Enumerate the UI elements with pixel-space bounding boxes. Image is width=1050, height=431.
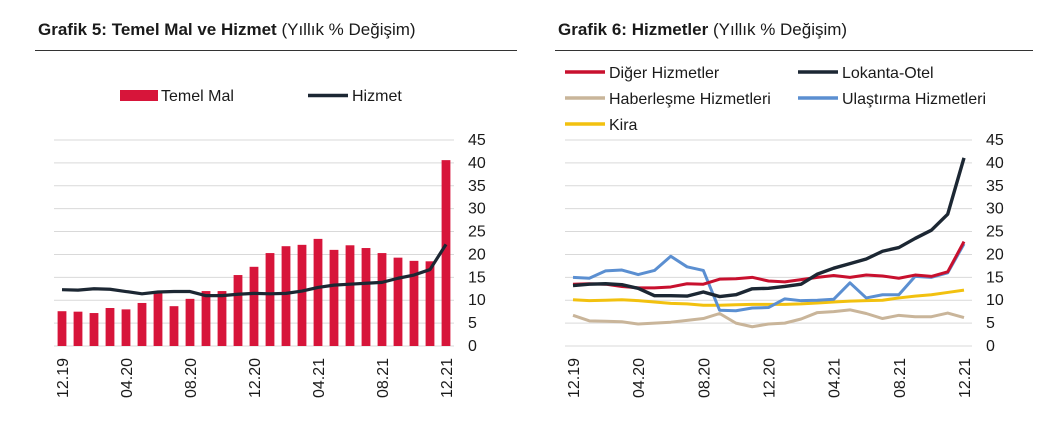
bar-temel-mal [329, 249, 339, 346]
bar-temel-mal [393, 257, 403, 346]
bar-temel-mal [297, 244, 307, 346]
bar-temel-mal [233, 275, 243, 346]
bar-temel-mal [361, 248, 371, 346]
bar-temel-mal [169, 306, 179, 346]
line-haberlesme [572, 308, 965, 329]
y-tick-label: 40 [986, 155, 1004, 172]
line-kira [572, 288, 965, 307]
bar-temel-mal [265, 253, 275, 346]
x-tick-label: 12.21 [957, 358, 974, 398]
y-tick-label: 35 [986, 178, 1004, 195]
y-tick-label: 10 [986, 292, 1004, 309]
x-tick-label: 08.20 [696, 358, 713, 398]
y-tick-label: 30 [986, 201, 1004, 218]
y-tick-label: 45 [468, 132, 486, 149]
bar-temel-mal [377, 253, 387, 346]
bar-temel-mal [105, 308, 115, 346]
legend-label-kira: Kira [609, 117, 638, 134]
bar-temel-mal [409, 260, 419, 346]
chart-temel-mal-hizmet: 0 5 10 15 20 25 30 35 40 45 12.19 04.20 08.20 12.20 04… [54, 88, 486, 398]
x-tick-label: 12.21 [439, 358, 456, 398]
x-tick-label: 12.19 [55, 358, 72, 398]
bar-temel-mal [137, 302, 147, 346]
x-tick-label: 08.20 [183, 358, 200, 398]
bar-temel-mal [313, 238, 323, 346]
line-diger [572, 240, 966, 290]
legend-label-haberlesme: Haberleşme Hizmetleri [609, 91, 771, 108]
y-tick-label: 25 [468, 224, 486, 241]
x-tick-label: 04.21 [311, 358, 328, 398]
line-hizmet [61, 243, 448, 298]
legend-label-hizmet: Hizmet [352, 88, 402, 105]
legend-label-ulastirma: Ulaştırma Hizmetleri [842, 91, 986, 108]
bar-temel-mal [441, 160, 451, 346]
bar-temel-mal [57, 311, 67, 346]
x-tick-label: 04.20 [631, 358, 648, 398]
y-tick-label: 15 [468, 269, 486, 286]
bar-temel-mal [425, 261, 435, 346]
chart-title: Grafik 5: Temel Mal ve Hizmet (Yıllık % … [38, 20, 416, 39]
legend-label-lokanta: Lokanta-Otel [842, 65, 934, 82]
y-tick-label: 0 [468, 338, 477, 355]
bar-temel-mal [73, 311, 83, 346]
x-tick-label: 12.19 [566, 358, 583, 398]
y-tick-label: 30 [468, 201, 486, 218]
x-tick-label: 12.20 [247, 358, 264, 398]
legend-label-diger: Diğer Hizmetler [609, 65, 720, 82]
y-tick-label: 10 [468, 292, 486, 309]
bar-temel-mal [153, 291, 163, 346]
x-tick-label: 08.21 [375, 358, 392, 398]
y-tick-label: 25 [986, 224, 1004, 241]
bar-temel-mal [121, 309, 131, 346]
legend-swatch-temel-mal [120, 90, 158, 101]
line-ulastirma [572, 243, 966, 313]
x-tick-label: 08.21 [892, 358, 909, 398]
bar-temel-mal [185, 298, 195, 346]
chart-hizmetler: 0 5 10 15 20 25 30 35 40 45 12.19 04.20 08.20 12.20 04… [565, 65, 1004, 398]
y-tick-label: 35 [468, 178, 486, 195]
bar-temel-mal [217, 291, 227, 346]
bar-temel-mal [249, 266, 259, 346]
bar-temel-mal [281, 246, 291, 346]
x-tick-label: 04.21 [827, 358, 844, 398]
line-lokanta [572, 157, 966, 299]
y-tick-label: 5 [468, 315, 477, 332]
y-tick-label: 20 [468, 246, 486, 263]
y-tick-label: 40 [468, 155, 486, 172]
chart-panel-temel-mal-hizmet: Grafik 5: Temel Mal ve Hizmet (Yıllık % … [35, 20, 517, 398]
legend-label-temel-mal: Temel Mal [161, 88, 234, 105]
chart-title: Grafik 6: Hizmetler (Yıllık % Değişim) [558, 20, 848, 39]
bar-temel-mal [345, 245, 355, 346]
y-tick-label: 45 [986, 132, 1004, 149]
x-tick-label: 04.20 [119, 358, 136, 398]
title-divider [35, 50, 517, 51]
bar-temel-mal [201, 291, 211, 346]
title-divider [555, 50, 1033, 51]
y-tick-label: 20 [986, 246, 1004, 263]
y-tick-label: 15 [986, 269, 1004, 286]
x-tick-label: 12.20 [762, 358, 779, 398]
chart-panel-hizmetler: Grafik 6: Hizmetler (Yıllık % Değişim) 0… [540, 0, 1050, 431]
bar-temel-mal [89, 313, 99, 346]
y-tick-label: 5 [986, 315, 995, 332]
y-tick-label: 0 [986, 338, 995, 355]
